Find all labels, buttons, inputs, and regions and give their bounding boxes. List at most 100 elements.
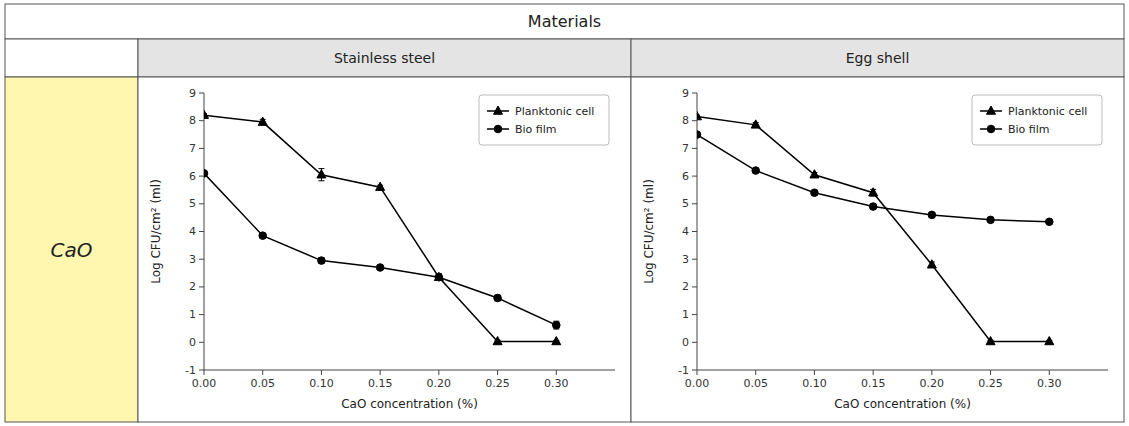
x-tick-label: 0.30	[1037, 377, 1062, 390]
y-tick-label: 1	[189, 308, 196, 321]
x-tick	[321, 370, 322, 375]
error-bar	[436, 274, 442, 281]
series-line	[204, 115, 556, 341]
x-tick-label: 0.30	[544, 377, 569, 390]
plot-cell	[631, 77, 1124, 422]
y-tick-label: 5	[682, 197, 689, 210]
y-tick	[199, 286, 204, 287]
chart-title: Stainless steel	[334, 50, 435, 66]
subheader-cell	[138, 39, 631, 77]
y-tick	[692, 148, 697, 149]
data-area	[697, 112, 1054, 345]
chart-title: Egg shell	[846, 50, 910, 66]
x-tick-label: 0.25	[485, 377, 510, 390]
x-tick-label: 0.15	[861, 377, 886, 390]
point	[927, 260, 936, 268]
y-axis-label: Log CFU/cm² (ml)	[642, 179, 656, 284]
chart: -101234567890.000.050.100.150.200.250.30…	[642, 87, 1108, 412]
legend-label: Bio film	[515, 123, 557, 136]
y-tick	[692, 120, 697, 121]
point	[204, 110, 209, 118]
point	[493, 336, 502, 344]
y-tick	[199, 370, 204, 371]
y-axis-label: Log CFU/cm² (ml)	[149, 179, 163, 284]
y-tick-label: 5	[189, 197, 196, 210]
point	[1045, 336, 1054, 344]
y-tick-label: 3	[189, 253, 196, 266]
x-tick	[380, 370, 381, 375]
error-bar-cap	[318, 180, 324, 181]
x-tick	[697, 370, 698, 375]
point	[869, 188, 878, 196]
y-tick	[199, 120, 204, 121]
x-axis	[697, 370, 1108, 371]
legend-label: Bio film	[1008, 123, 1050, 136]
x-tick	[497, 370, 498, 375]
error-bar	[436, 274, 442, 281]
subheader-cell	[631, 39, 1124, 77]
point	[434, 272, 443, 280]
legend-box	[479, 95, 609, 145]
y-tick	[692, 93, 697, 94]
x-tick	[204, 370, 205, 375]
y-tick-label: 4	[189, 225, 196, 238]
plot-cell	[138, 77, 631, 422]
x-tick-label: 0.15	[368, 377, 393, 390]
y-tick	[692, 231, 697, 232]
legend-marker	[494, 106, 503, 114]
x-tick-label: 0.05	[743, 377, 768, 390]
y-tick	[199, 314, 204, 315]
legend: Planktonic cellBio film	[972, 95, 1102, 145]
y-tick-label: 8	[682, 114, 689, 127]
x-tick-label: 0.10	[309, 377, 334, 390]
point	[552, 336, 561, 344]
point	[435, 273, 443, 281]
point	[986, 336, 995, 344]
point	[552, 321, 560, 329]
legend: Planktonic cell Bio film	[479, 95, 609, 145]
point	[811, 189, 819, 197]
y-tick	[692, 203, 697, 204]
point	[204, 170, 208, 178]
point	[317, 170, 326, 178]
y-tick-label: 4	[682, 225, 689, 238]
y-tick-label: 2	[189, 280, 196, 293]
legend-label: Planktonic cell	[515, 105, 594, 118]
y-tick	[692, 176, 697, 177]
series-line	[697, 117, 1049, 342]
y-tick	[692, 259, 697, 260]
point	[869, 203, 877, 211]
y-tick-label: 7	[682, 142, 689, 155]
point	[1045, 218, 1053, 226]
point	[376, 182, 385, 190]
row-label-cell	[5, 77, 138, 422]
x-tick-label: 0.00	[192, 377, 217, 390]
point	[258, 117, 267, 125]
y-tick-label: 0	[189, 336, 196, 349]
x-axis-label: CaO concentration (%)	[341, 397, 478, 411]
y-tick-label: 6	[189, 170, 196, 183]
x-tick	[262, 370, 263, 375]
y-tick	[199, 259, 204, 260]
error-bar	[553, 321, 559, 329]
y-axis	[204, 93, 205, 370]
legend-marker	[987, 106, 996, 114]
x-axis-label: CaO concentration (%)	[834, 397, 971, 411]
y-tick-label: 8	[189, 114, 196, 127]
x-tick-label: 0.10	[802, 377, 827, 390]
point	[697, 112, 702, 120]
x-axis	[204, 370, 615, 371]
point	[810, 170, 819, 178]
page: MaterialsCaOStainless steel-101234567890…	[0, 0, 1129, 426]
point	[928, 211, 936, 219]
header-cell	[5, 4, 1124, 39]
point	[376, 264, 384, 272]
x-tick-label: 0.20	[920, 377, 945, 390]
corner-cell	[5, 39, 138, 77]
point	[751, 120, 760, 128]
x-tick	[931, 370, 932, 375]
x-tick	[755, 370, 756, 375]
y-tick	[199, 93, 204, 94]
x-tick	[814, 370, 815, 375]
y-tick	[199, 231, 204, 232]
